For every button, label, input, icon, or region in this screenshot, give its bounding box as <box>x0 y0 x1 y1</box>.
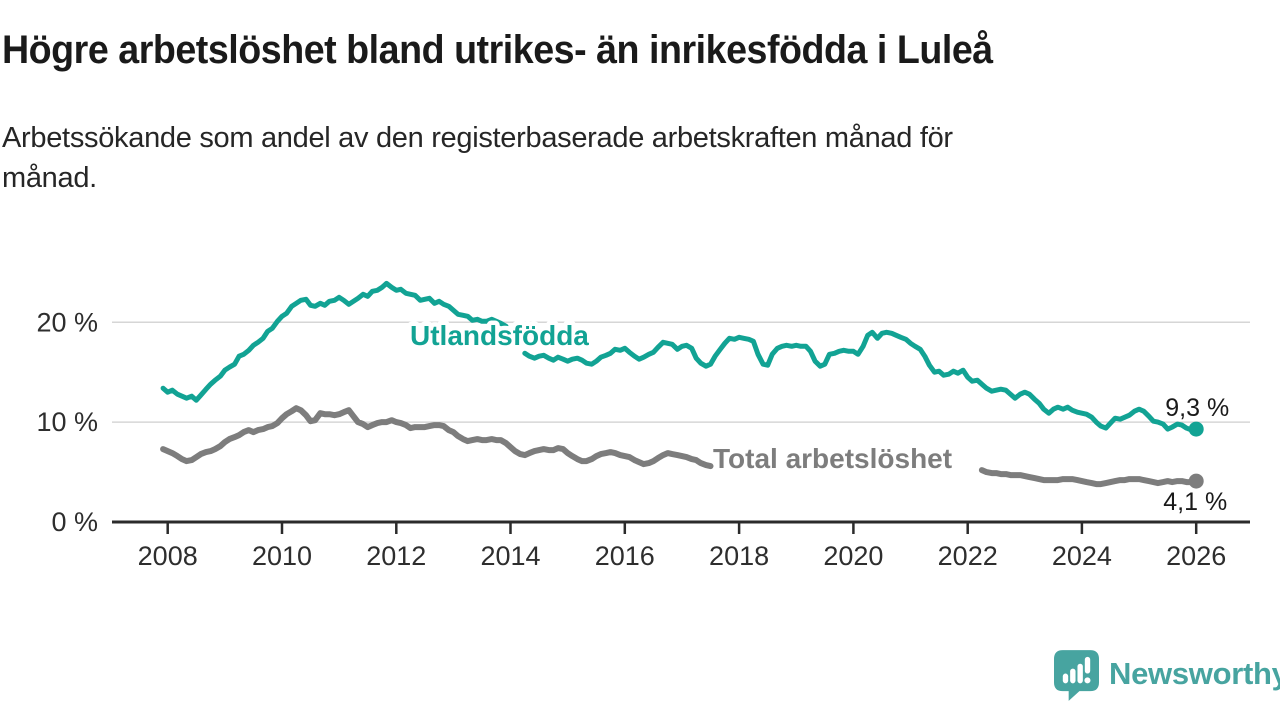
y-tick-label-10-pct: 10 % <box>36 407 98 437</box>
x-tick-label-2012: 2012 <box>366 541 426 571</box>
chart-subtitle-line1: Arbetssökande som andel av den registerb… <box>2 122 953 154</box>
end-annotation-utlandsfodda: 9,3 % <box>1165 394 1229 422</box>
x-tick-label-2014: 2014 <box>480 541 540 571</box>
x-tick-label-2022: 2022 <box>938 541 998 571</box>
series-label-utlandsfodda: Utlandsfödda <box>410 320 589 351</box>
end-dot-utlandsfodda <box>1188 421 1204 437</box>
line-utlandsfodda-segment-2 <box>522 329 1199 433</box>
x-tick-label-2024: 2024 <box>1052 541 1112 571</box>
y-tick-label-20-pct: 20 % <box>36 307 98 337</box>
x-tick-label-2020: 2020 <box>823 541 883 571</box>
end-annotation-total-arbetsloshet: 4,1 % <box>1163 488 1227 516</box>
logo-bar-medium <box>1070 668 1076 684</box>
x-tick-label-2016: 2016 <box>595 541 655 571</box>
x-tick-label-2008: 2008 <box>138 541 198 571</box>
line-total-arbetsloshet-segment-1 <box>160 405 714 470</box>
x-tick-label-2010: 2010 <box>252 541 312 571</box>
line-utlandsfodda-segment-1 <box>160 280 509 403</box>
logo-exclamation-dot <box>1084 677 1091 684</box>
newsworthy-logo-icon <box>1054 650 1099 701</box>
logo-bar-short <box>1062 673 1069 684</box>
x-tick-label-2018: 2018 <box>709 541 769 571</box>
newsworthy-logo-text: Newsworthy <box>1109 656 1280 691</box>
logo-bar-tall <box>1077 663 1083 684</box>
logo-exclamation-stem <box>1084 656 1091 674</box>
series-label-total-arbetsloshet: Total arbetslöshet <box>713 443 952 474</box>
chart-subtitle-line2: månad. <box>2 162 97 194</box>
chart-title: Högre arbetslöshet bland utrikes- än inr… <box>2 28 993 72</box>
newsworthy-logo: Newsworthy <box>1054 650 1280 701</box>
end-dot-total-arbetsloshet <box>1188 473 1204 489</box>
y-tick-label-0-pct: 0 % <box>51 507 98 537</box>
x-tick-label-2026: 2026 <box>1166 541 1226 571</box>
line-total-arbetsloshet-segment-2 <box>978 467 1200 488</box>
